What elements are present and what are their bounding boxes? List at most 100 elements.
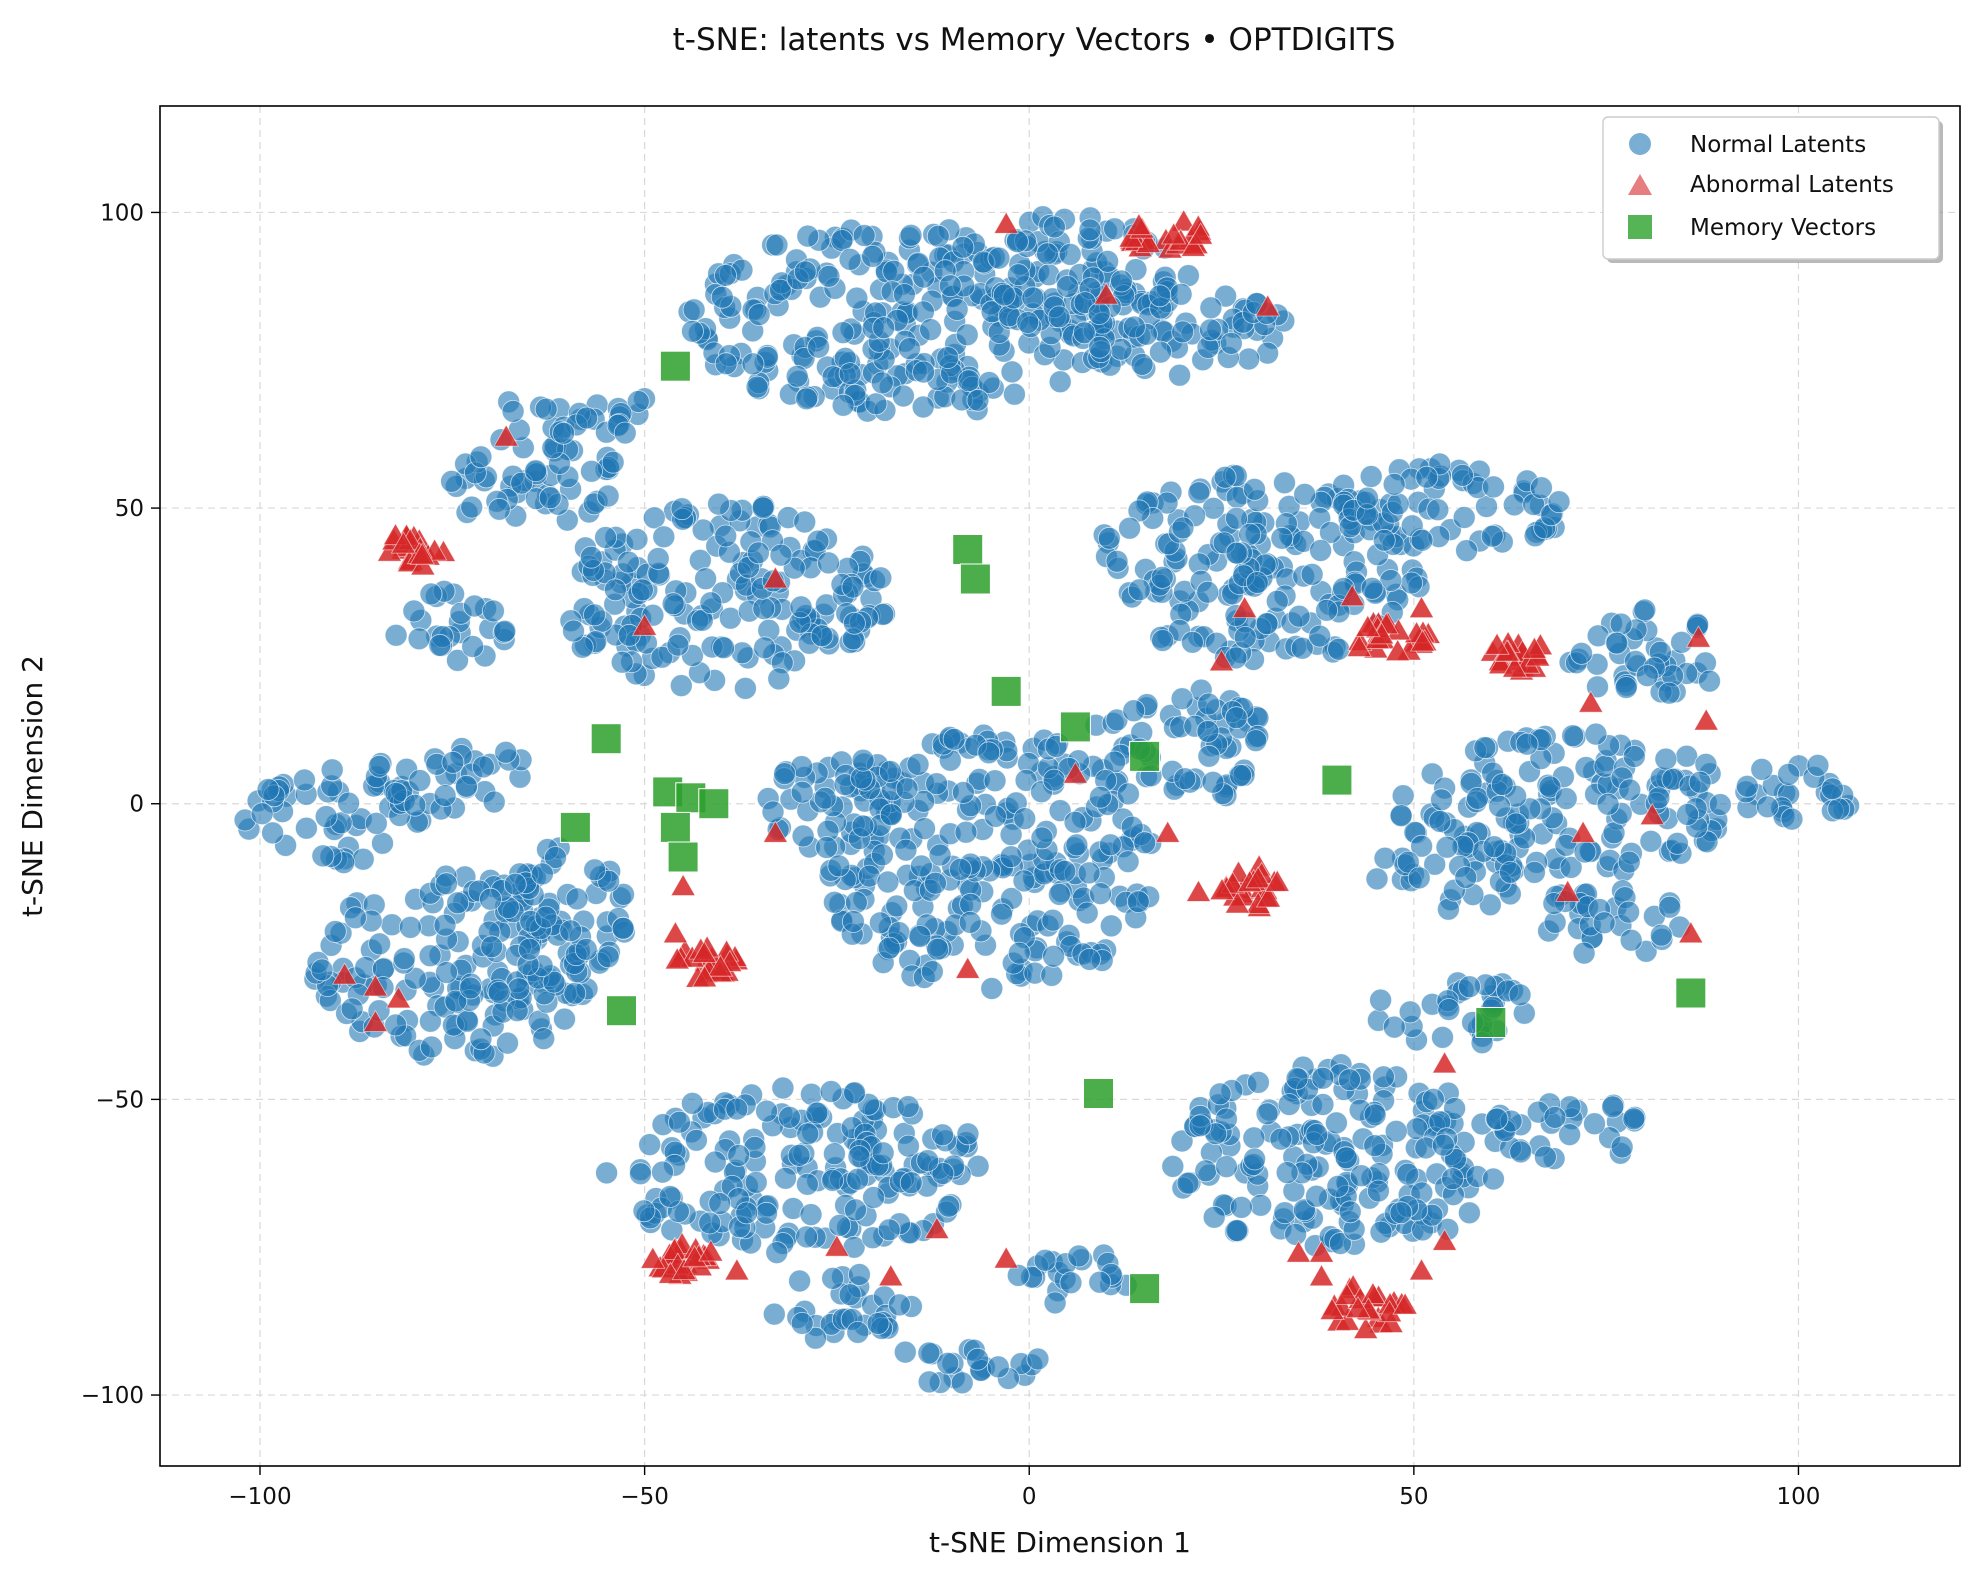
normal-latent-point: [908, 925, 932, 948]
normal-latent-point: [1007, 263, 1030, 287]
normal-latent-point: [1043, 215, 1066, 239]
normal-latent-point: [407, 627, 431, 651]
normal-latent-point: [1482, 835, 1506, 859]
normal-latent-point: [1243, 1147, 1266, 1171]
normal-latent-point: [698, 1211, 722, 1235]
normal-latent-point: [1369, 1220, 1393, 1244]
normal-latent-point: [1750, 758, 1774, 781]
normal-latent-point: [851, 814, 875, 838]
normal-latent-point: [1431, 1026, 1454, 1049]
normal-latent-point: [788, 1269, 811, 1293]
normal-latent-point: [752, 597, 776, 620]
normal-latent-point: [817, 551, 840, 575]
abnormal-latent-point: [1355, 614, 1381, 637]
abnormal-latent-point: [670, 873, 696, 896]
normal-latent-point: [1056, 275, 1079, 298]
normal-latent-point: [1105, 549, 1129, 573]
normal-latent-point: [505, 999, 529, 1022]
normal-latent-point: [1016, 311, 1040, 334]
normal-latent-point: [532, 1027, 556, 1050]
normal-latent-point: [1173, 579, 1196, 603]
normal-latent-point: [1255, 1102, 1279, 1126]
normal-latent-point: [937, 1194, 961, 1218]
normal-latent-point: [419, 582, 443, 606]
normal-latent-point: [977, 371, 1001, 394]
abnormal-latent-point: [1385, 638, 1411, 661]
normal-latent-point: [1428, 810, 1452, 833]
normal-latent-point: [878, 760, 902, 783]
normal-latent-point: [950, 1371, 974, 1395]
memory-vector-point: [1675, 977, 1707, 1009]
normal-latent-point: [1181, 630, 1204, 654]
normal-latent-point: [1482, 1167, 1505, 1191]
normal-latent-point: [1558, 1123, 1581, 1146]
normal-latent-point: [762, 1302, 786, 1326]
normal-latent-point: [469, 1027, 493, 1051]
abnormal-latent-point: [1501, 655, 1528, 678]
normal-latent-point: [320, 758, 344, 782]
normal-latent-point: [898, 337, 921, 361]
normal-latent-point: [846, 1321, 870, 1344]
normal-latent-point: [1311, 1066, 1335, 1090]
normal-latent-point: [1618, 778, 1642, 802]
normal-latent-point: [1033, 1248, 1057, 1272]
normal-latent-point: [371, 831, 394, 855]
normal-latent-point: [1311, 1093, 1335, 1116]
normal-latent-point: [261, 821, 285, 845]
normal-latent-point: [1089, 882, 1112, 905]
normal-latent-point: [838, 1283, 862, 1307]
normal-latent-point: [1196, 580, 1220, 604]
legend-marker-abnormal: [1628, 174, 1652, 195]
normal-latent-point: [563, 981, 587, 1005]
abnormal-latent-point: [1126, 212, 1152, 236]
normal-latent-point: [841, 575, 865, 599]
normal-latent-point: [682, 298, 706, 322]
normal-latent-point: [1012, 869, 1036, 893]
normal-latent-point: [906, 753, 930, 776]
abnormal-latent-point: [1334, 1282, 1360, 1305]
normal-latent-point: [955, 323, 979, 347]
normal-latent-point: [1382, 472, 1406, 496]
normal-latent-point: [479, 887, 502, 911]
normal-latent-point: [795, 1225, 818, 1249]
normal-latent-point: [1067, 1244, 1091, 1268]
normal-latent-point: [1391, 784, 1415, 808]
normal-latent-point: [876, 870, 900, 894]
normal-latent-point: [1523, 861, 1546, 884]
normal-latent-point: [1386, 492, 1410, 516]
normal-latent-point: [936, 1351, 960, 1375]
normal-latent-point: [1821, 777, 1844, 801]
normal-latent-point: [926, 937, 950, 961]
normal-latent-point: [1396, 850, 1420, 874]
normal-latent-point: [895, 777, 919, 800]
normal-latent-point: [384, 781, 408, 805]
normal-latent-point: [574, 938, 598, 961]
normal-latent-point: [1488, 794, 1511, 818]
normal-latent-point: [877, 1218, 901, 1242]
normal-latent-point: [1096, 249, 1119, 273]
normal-latent-point: [796, 1172, 819, 1196]
chart-title: t-SNE: latents vs Memory Vectors • OPTDI…: [673, 22, 1396, 58]
normal-latent-point: [1398, 1000, 1422, 1024]
normal-latent-point: [1658, 895, 1682, 919]
normal-latent-point: [1007, 941, 1031, 965]
abnormal-latent-point: [662, 920, 689, 944]
normal-latent-point: [534, 905, 558, 929]
normal-latent-point: [1602, 821, 1626, 845]
abnormal-latent-point: [1224, 891, 1251, 914]
normal-latent-point: [827, 854, 851, 878]
normal-latent-point: [744, 1171, 768, 1194]
y-tick-label: 50: [115, 496, 144, 522]
normal-latent-point: [714, 263, 737, 287]
normal-latent-point: [774, 1166, 797, 1190]
normal-latent-point: [1078, 218, 1102, 242]
normal-latent-point: [596, 945, 620, 969]
normal-latent-point: [769, 543, 793, 567]
normal-latent-point: [403, 966, 427, 990]
normal-latent-point: [926, 224, 950, 248]
normal-latent-point: [980, 977, 1004, 1000]
normal-latent-point: [1170, 687, 1194, 711]
normal-latent-point: [1196, 720, 1220, 743]
normal-latent-point: [805, 1101, 829, 1125]
memory-vector-point: [959, 563, 991, 595]
